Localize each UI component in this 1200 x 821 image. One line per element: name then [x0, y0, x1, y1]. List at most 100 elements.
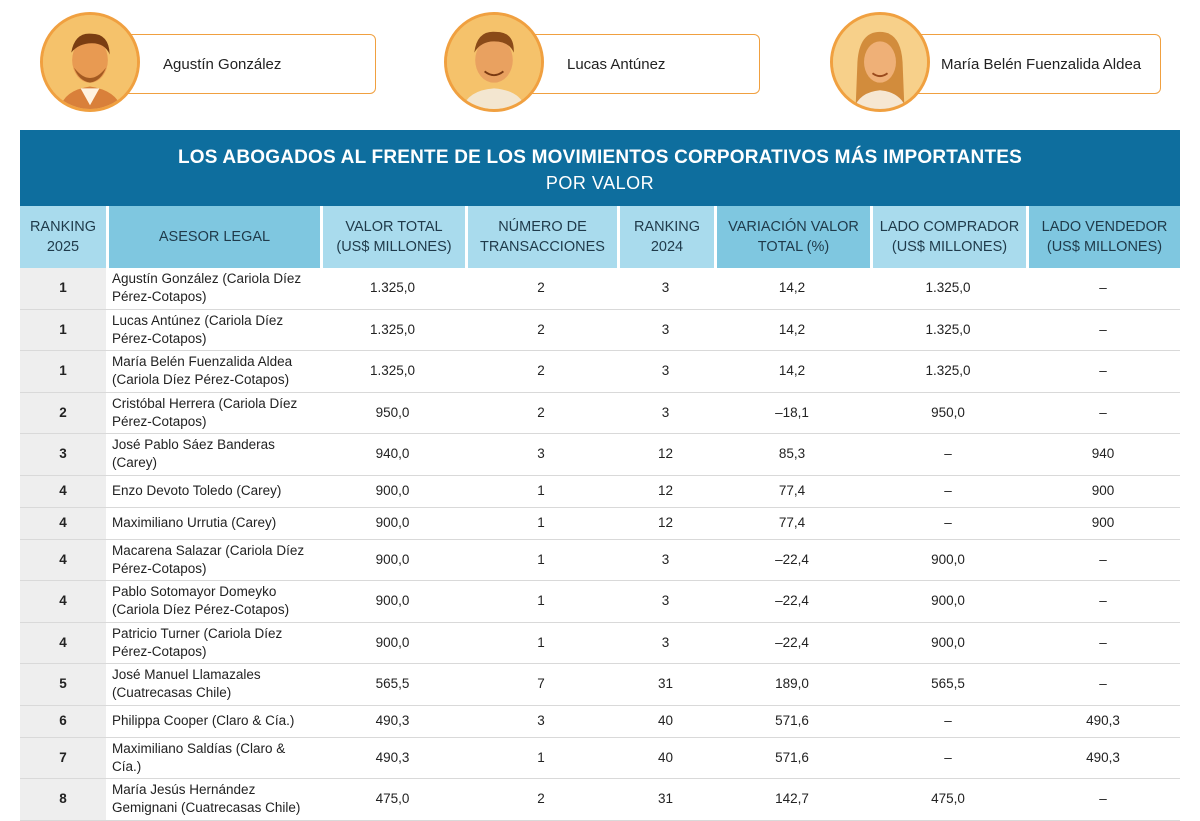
seller-side-cell: – [1026, 581, 1180, 623]
legal-advisor-cell: José Pablo Sáez Banderas (Carey) [106, 434, 320, 476]
variation-cell: 77,4 [714, 508, 870, 540]
table-row: 7 Maximiliano Saldías (Claro & Cía.) 490,3… [20, 737, 1180, 779]
transactions-cell: 2 [465, 310, 617, 351]
rank-2024-cell: 3 [617, 310, 714, 351]
rank-2025-cell: 7 [20, 737, 106, 779]
rank-2025-cell: 6 [20, 705, 106, 738]
buyer-side-cell: 565,5 [870, 664, 1026, 706]
rank-2024-cell: 3 [617, 623, 714, 664]
table-row: 4 Maximiliano Urrutia (Carey) 900,0 1 12 77,4… [20, 507, 1180, 540]
rank-2025-cell: 3 [20, 434, 106, 476]
transactions-cell: 1 [465, 540, 617, 581]
col-header: LADO COMPRADOR (US$ MILLONES) [870, 206, 1026, 268]
total-value-cell: 490,3 [320, 738, 465, 779]
legal-advisor-cell: Enzo Devoto Toledo (Carey) [106, 476, 320, 508]
legal-advisor-cell: Cristóbal Herrera (Cariola Díez Pérez-Co… [106, 393, 320, 434]
legal-advisor-cell: Patricio Turner (Cariola Díez Pérez-Cota… [106, 623, 320, 664]
seller-side-cell: – [1026, 310, 1180, 351]
variation-cell: –18,1 [714, 393, 870, 434]
legal-advisor-cell: Agustín González (Cariola Díez Pérez-Cot… [106, 268, 320, 310]
table-title: LOS ABOGADOS AL FRENTE DE LOS MOVIMIENTO… [177, 147, 1023, 168]
profile-card: Agustín González [122, 34, 376, 94]
transactions-cell: 2 [465, 393, 617, 434]
rank-2024-cell: 31 [617, 664, 714, 706]
table-row: 6 Philippa Cooper (Claro & Cía.) 490,3 3 40 5… [20, 705, 1180, 738]
rank-2024-cell: 3 [617, 268, 714, 310]
transactions-cell: 2 [465, 351, 617, 393]
total-value-cell: 1.325,0 [320, 310, 465, 351]
avatar-photo [444, 12, 544, 112]
rank-2025-cell: 1 [20, 351, 106, 393]
variation-cell: 189,0 [714, 664, 870, 706]
rank-2024-cell: 40 [617, 738, 714, 779]
rank-2025-cell: 1 [20, 309, 106, 351]
table-subtitle: POR VALOR [545, 173, 655, 193]
table-row: 3 José Pablo Sáez Banderas (Carey) 940,0 3 1… [20, 434, 1180, 476]
seller-side-cell: – [1026, 268, 1180, 310]
legal-advisor-cell: Maximiliano Urrutia (Carey) [106, 508, 320, 540]
buyer-side-cell: 1.325,0 [870, 351, 1026, 393]
rank-2024-cell: 12 [617, 476, 714, 508]
transactions-cell: 1 [465, 623, 617, 664]
table-row: 4 Macarena Salazar (Cariola Díez Pérez-Co… [20, 539, 1180, 581]
buyer-side-cell: – [870, 476, 1026, 508]
total-value-cell: 1.325,0 [320, 268, 465, 310]
ranking-table-container: LOS ABOGADOS AL FRENTE DE LOS MOVIMIENTO… [20, 130, 1180, 821]
seller-side-cell: – [1026, 664, 1180, 706]
rank-2025-cell: 1 [20, 268, 106, 310]
buyer-side-cell: 950,0 [870, 393, 1026, 434]
col-header: LADO VENDEDOR (US$ MILLONES) [1026, 206, 1180, 268]
total-value-cell: 900,0 [320, 476, 465, 508]
buyer-side-cell: 900,0 [870, 540, 1026, 581]
profile-maria: María Belén Fuenzalida Aldea [830, 12, 1161, 116]
table-title-band: LOS ABOGADOS AL FRENTE DE LOS MOVIMIENTO… [20, 130, 1180, 206]
table-row: 1 Agustín González (Cariola Díez Pérez-Co… [20, 268, 1180, 310]
transactions-cell: 7 [465, 664, 617, 706]
table-row: 5 José Manuel Llamazales (Cuatrecasas Chi… [20, 664, 1180, 706]
buyer-side-cell: – [870, 738, 1026, 779]
rank-2025-cell: 4 [20, 539, 106, 581]
legal-advisor-cell: Macarena Salazar (Cariola Díez Pérez-Cot… [106, 540, 320, 581]
rank-2024-cell: 3 [617, 540, 714, 581]
rank-2025-cell: 2 [20, 392, 106, 434]
variation-cell: 571,6 [714, 706, 870, 738]
transactions-cell: 3 [465, 434, 617, 476]
seller-side-cell: 940 [1026, 434, 1180, 476]
rank-2024-cell: 40 [617, 706, 714, 738]
rank-2024-cell: 12 [617, 508, 714, 540]
table-row: 1 Lucas Antúnez (Cariola Díez Pérez-Cotap… [20, 309, 1180, 351]
profile-agustin: Agustín González [40, 12, 376, 116]
table-row: 4 Enzo Devoto Toledo (Carey) 900,0 1 12 77,4–… [20, 475, 1180, 508]
seller-side-cell: – [1026, 623, 1180, 664]
col-header: RANKING 2024 [617, 206, 714, 268]
transactions-cell: 1 [465, 476, 617, 508]
seller-side-cell: 490,3 [1026, 738, 1180, 779]
col-header: RANKING 2025 [20, 206, 106, 268]
total-value-cell: 490,3 [320, 706, 465, 738]
legal-advisor-cell: Pablo Sotomayor Domeyko (Cariola Díez Pé… [106, 581, 320, 623]
buyer-side-cell: 1.325,0 [870, 310, 1026, 351]
total-value-cell: 900,0 [320, 540, 465, 581]
buyer-side-cell: 1.325,0 [870, 268, 1026, 310]
col-header: VALOR TOTAL (US$ MILLONES) [320, 206, 465, 268]
variation-cell: –22,4 [714, 581, 870, 623]
table-row: 4 Pablo Sotomayor Domeyko (Cariola Díez P… [20, 581, 1180, 623]
rank-2025-cell: 4 [20, 507, 106, 540]
variation-cell: 77,4 [714, 476, 870, 508]
legal-advisor-cell: Philippa Cooper (Claro & Cía.) [106, 706, 320, 738]
buyer-side-cell: – [870, 434, 1026, 476]
rank-2025-cell: 5 [20, 664, 106, 706]
table-row: 1 María Belén Fuenzalida Aldea (Cariola D… [20, 351, 1180, 393]
legal-advisor-cell: José Manuel Llamazales (Cuatrecasas Chil… [106, 664, 320, 706]
variation-cell: 85,3 [714, 434, 870, 476]
variation-cell: –22,4 [714, 540, 870, 581]
rank-2024-cell: 3 [617, 351, 714, 393]
transactions-cell: 2 [465, 268, 617, 310]
rank-2025-cell: 4 [20, 581, 106, 623]
variation-cell: 571,6 [714, 738, 870, 779]
seller-side-cell: – [1026, 540, 1180, 581]
seller-side-cell: 900 [1026, 508, 1180, 540]
buyer-side-cell: – [870, 508, 1026, 540]
transactions-cell: 1 [465, 581, 617, 623]
avatar-photo [830, 12, 930, 112]
